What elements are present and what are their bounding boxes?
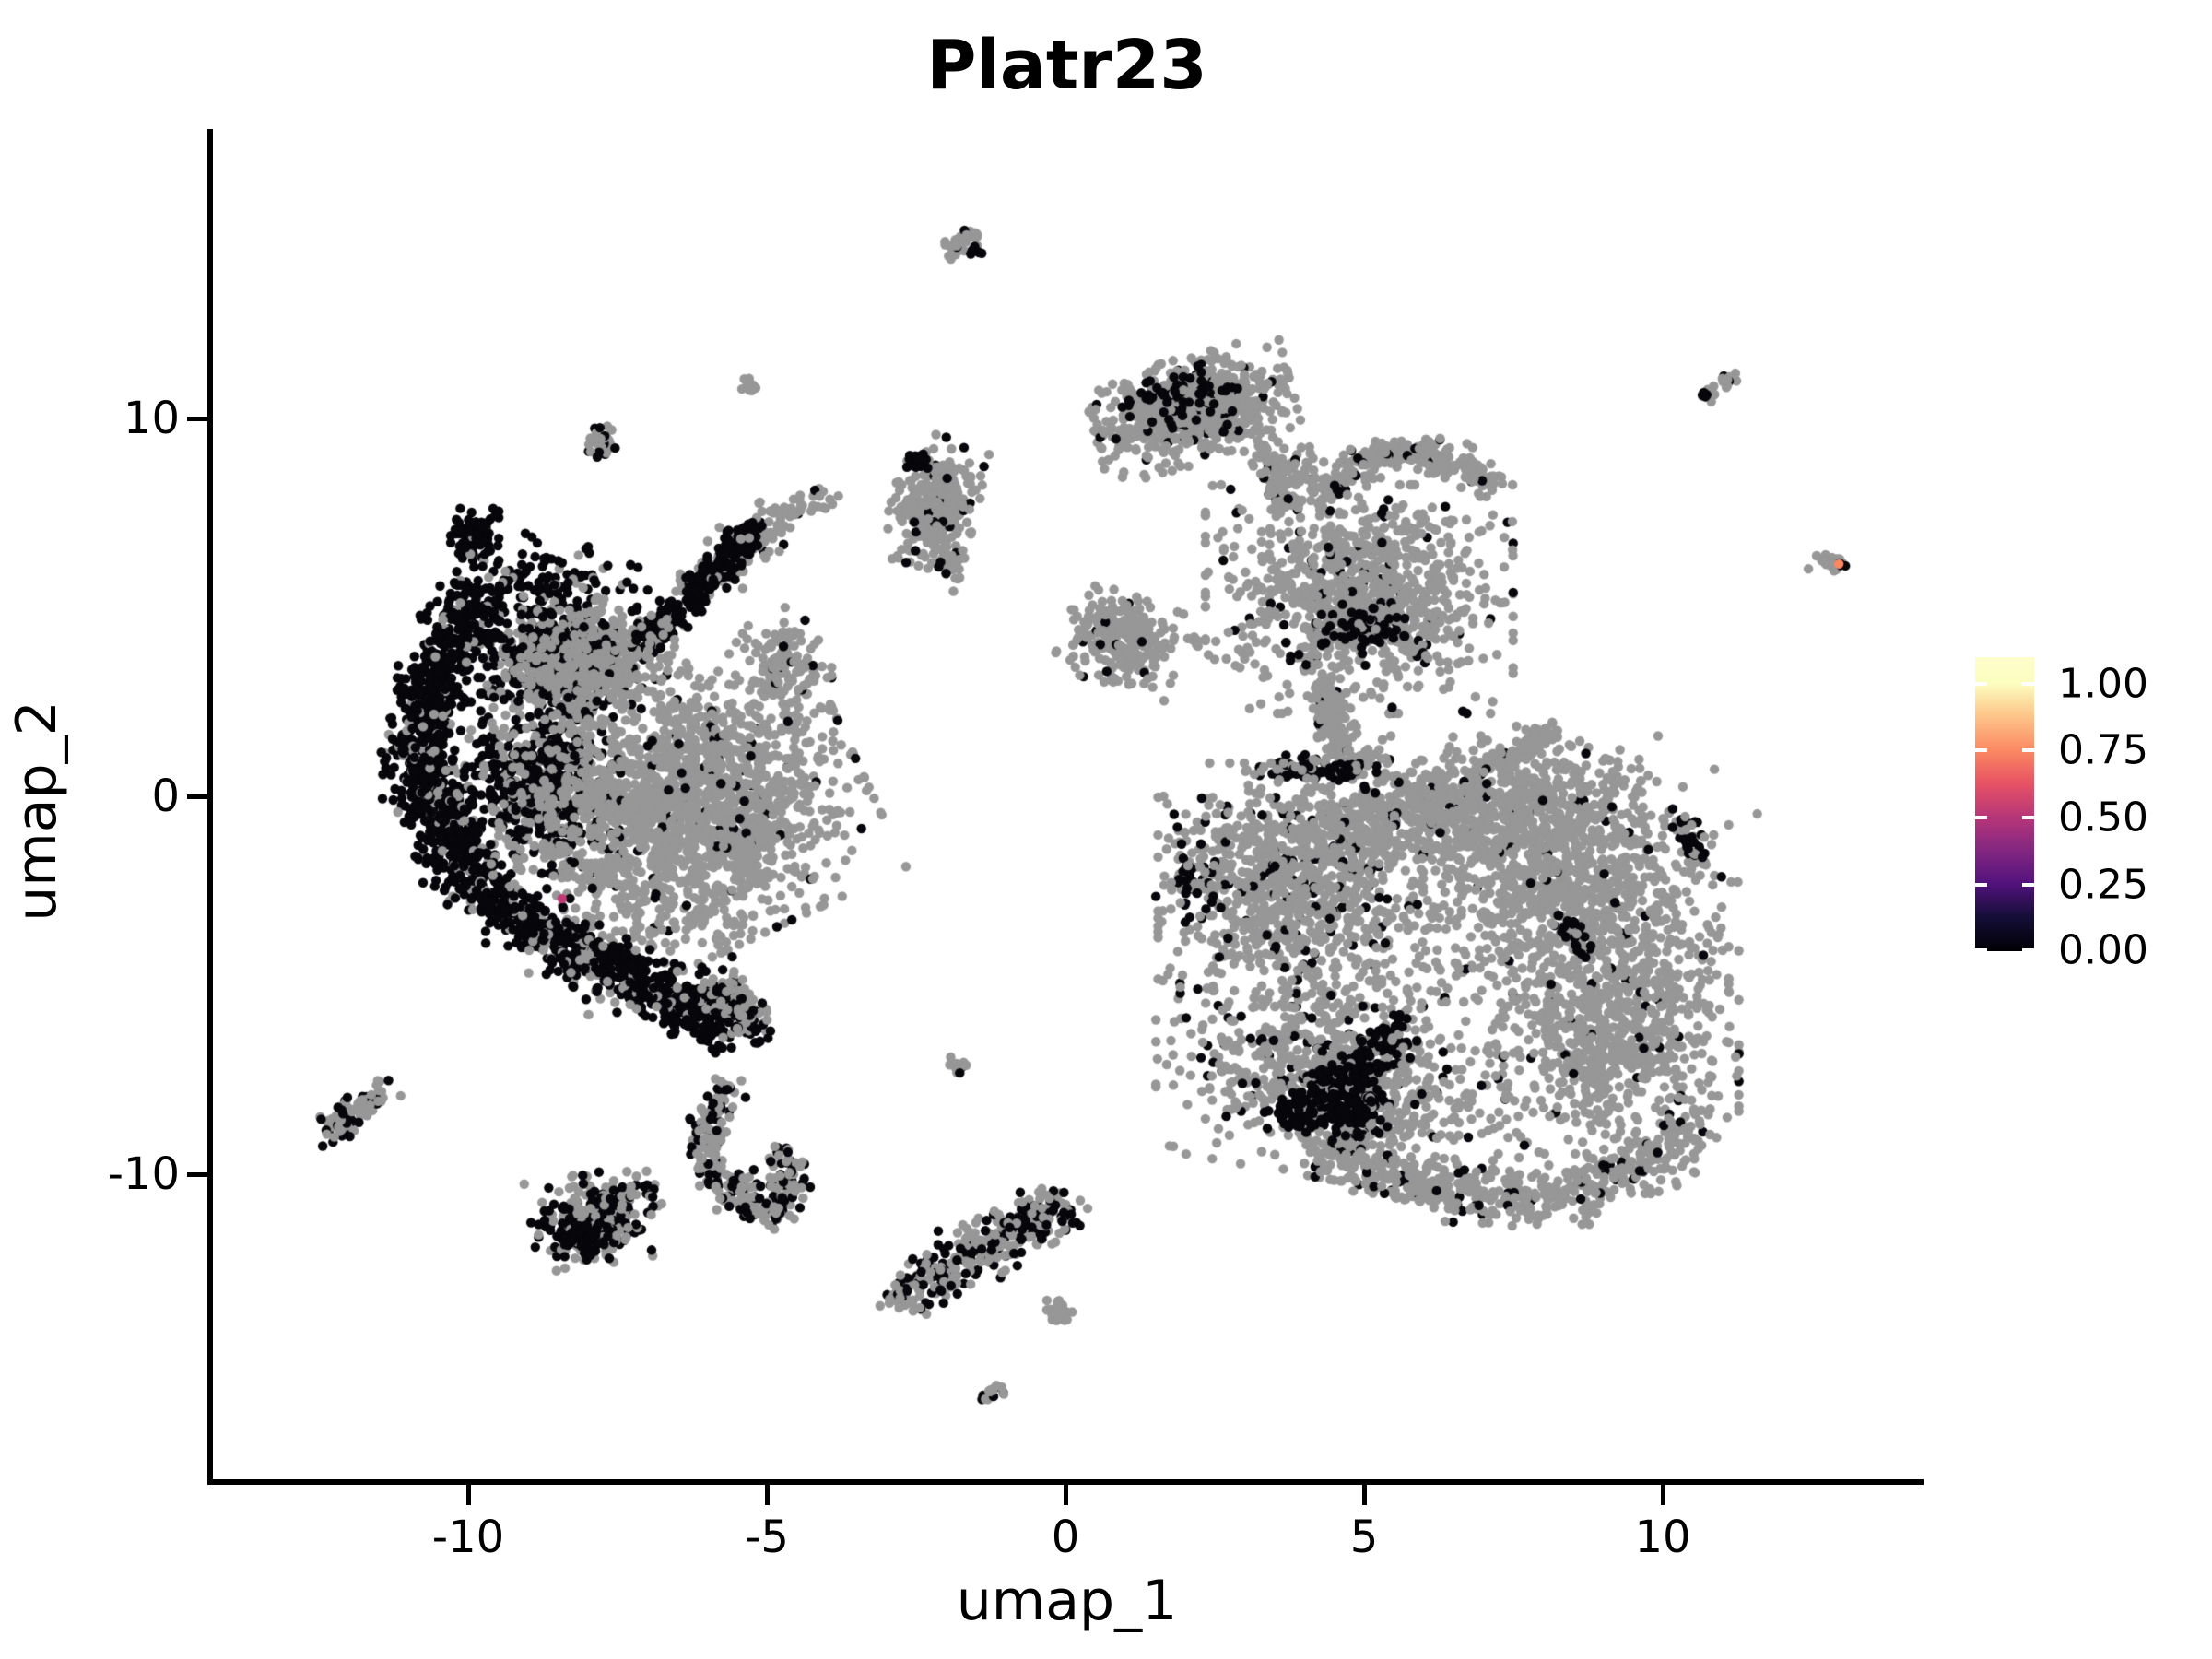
colorbar-tick-label: 0.25 bbox=[2058, 861, 2148, 909]
colorbar-tick-notch bbox=[1975, 682, 1987, 687]
colorbar-tick-notch bbox=[1975, 748, 1987, 753]
colorbar-legend bbox=[1975, 657, 2034, 951]
x-tick-mark bbox=[1362, 1485, 1367, 1505]
x-tick-mark bbox=[1064, 1485, 1068, 1505]
y-tick-label: -10 bbox=[107, 1148, 180, 1200]
x-tick-label: -5 bbox=[745, 1512, 789, 1563]
y-tick-mark bbox=[187, 794, 207, 799]
colorbar-tick-notch bbox=[2022, 748, 2034, 753]
colorbar-gradient bbox=[1975, 657, 2034, 951]
y-axis-title: umap_2 bbox=[5, 700, 69, 922]
x-tick-label: 5 bbox=[1349, 1512, 1379, 1563]
colorbar-tick-label: 0.75 bbox=[2058, 726, 2148, 774]
colorbar-tick-notch bbox=[2022, 682, 2034, 687]
y-tick-label: 10 bbox=[123, 393, 180, 444]
x-axis-line bbox=[207, 1479, 1924, 1485]
y-tick-label: 0 bbox=[151, 771, 180, 822]
x-tick-mark bbox=[765, 1485, 770, 1505]
colorbar-tick-notch bbox=[2022, 882, 2034, 887]
colorbar-tick-notch bbox=[2022, 816, 2034, 820]
colorbar-tick-label: 1.00 bbox=[2058, 660, 2148, 708]
colorbar-tick-label: 0.50 bbox=[2058, 794, 2148, 841]
x-tick-mark bbox=[466, 1485, 471, 1505]
colorbar-tick-notch bbox=[2022, 948, 2034, 953]
y-axis-line bbox=[207, 129, 213, 1485]
x-tick-mark bbox=[1661, 1485, 1665, 1505]
x-tick-label: 0 bbox=[1051, 1512, 1080, 1563]
y-tick-mark bbox=[187, 417, 207, 421]
colorbar-tick-notch bbox=[1975, 882, 1987, 887]
x-tick-label: 10 bbox=[1634, 1512, 1691, 1563]
colorbar-tick-label: 0.00 bbox=[2058, 926, 2148, 974]
colorbar-tick-notch bbox=[1975, 816, 1987, 820]
x-tick-label: -10 bbox=[431, 1512, 505, 1563]
x-axis-title: umap_1 bbox=[956, 1569, 1178, 1633]
colorbar-tick-notch bbox=[1975, 948, 1987, 953]
y-tick-mark bbox=[187, 1172, 207, 1177]
